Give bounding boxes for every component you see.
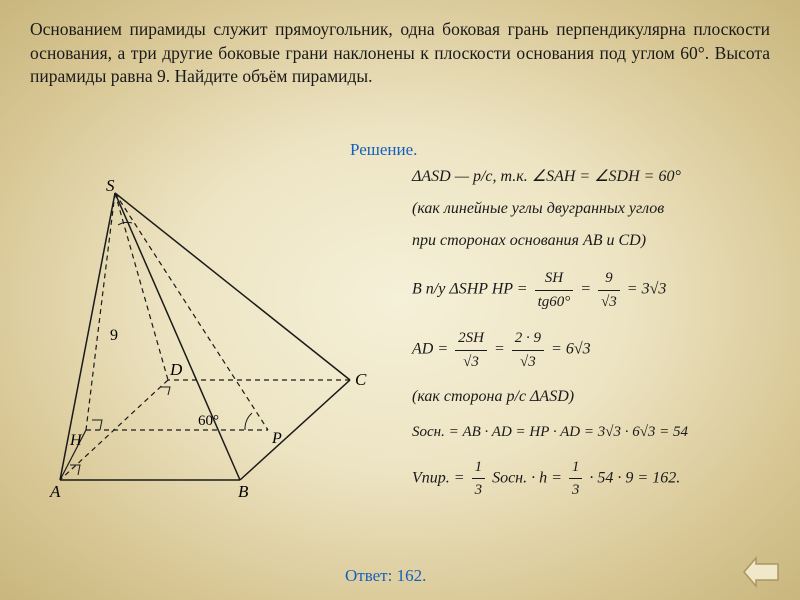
pyramid-diagram: S A B C D H P 9 60° xyxy=(20,175,380,505)
math-l1: ΔASD — р/с, т.к. ∠SAH = ∠SDH = 60° xyxy=(412,165,782,189)
label-a: A xyxy=(49,482,61,501)
label-b: B xyxy=(238,482,249,501)
label-angle: 60° xyxy=(198,413,219,429)
label-p: P xyxy=(271,430,282,447)
label-h: H xyxy=(69,432,83,449)
nav-back-button[interactable] xyxy=(742,556,780,588)
math-l5: AD = 2SH√3 = 2 · 9√3 = 6√3 xyxy=(412,327,782,373)
label-s: S xyxy=(106,176,115,195)
math-l7: Sосн. = AB · AD = HP · AD = 3√3 · 6√3 = … xyxy=(412,421,782,444)
label-c: C xyxy=(355,370,367,389)
math-solution: ΔASD — р/с, т.к. ∠SAH = ∠SDH = 60° (как … xyxy=(412,165,782,510)
label-height: 9 xyxy=(110,327,118,344)
label-d: D xyxy=(169,360,183,379)
math-l4: В п/у ΔSHP HP = SHtg60° = 9√3 = 3√3 xyxy=(412,267,782,313)
math-l2: (как линейные углы двугранных углов xyxy=(412,197,782,221)
math-l3: при сторонах основания AB и CD) xyxy=(412,229,782,253)
solution-label: Решение. xyxy=(350,140,417,160)
arrow-left-icon xyxy=(742,556,780,588)
math-l8: Vпир. = 13 Sосн. · h = 13 · 54 · 9 = 162… xyxy=(412,456,782,502)
answer-text: Ответ: 162. xyxy=(345,566,426,586)
problem-text: Основанием пирамиды служит прямоугольник… xyxy=(30,18,770,89)
math-l6: (как сторона р/с ΔASD) xyxy=(412,385,782,409)
